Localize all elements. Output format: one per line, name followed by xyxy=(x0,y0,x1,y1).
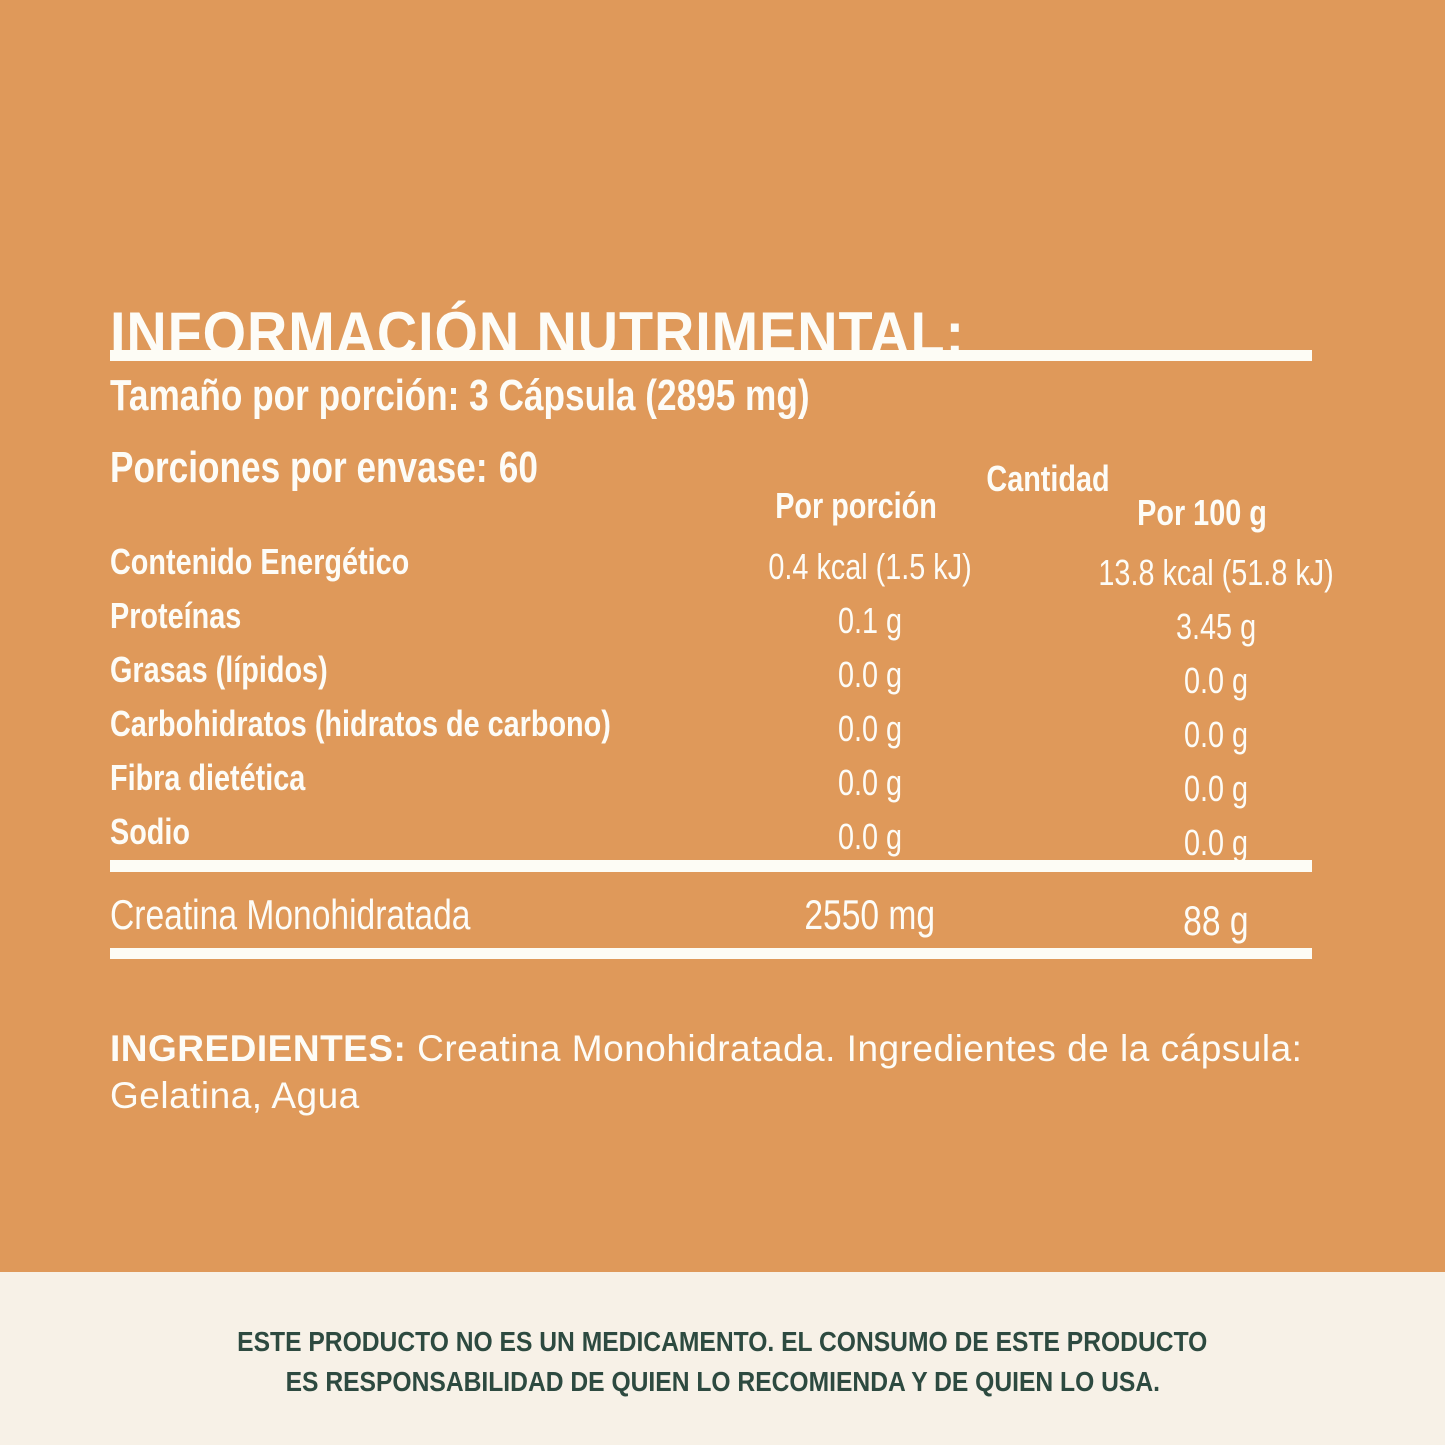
per-serving-value: 0.0 g xyxy=(837,816,903,857)
servings-per-container-label: Porciones por envase: xyxy=(110,443,488,492)
per-serving-value: 0.4 kcal (1.5 kJ) xyxy=(768,546,972,587)
nutrient-label: Sodio xyxy=(110,811,190,852)
nutrient-label: Fibra dietética xyxy=(110,757,306,798)
ingredients-label: INGREDIENTES: xyxy=(110,1028,407,1069)
per-serving-value: 0.1 g xyxy=(837,600,903,641)
disclaimer-line-2: ES RESPONSABILIDAD DE QUIEN LO RECOMIEND… xyxy=(285,1366,1160,1397)
supplement-row-creatina: Creatina Monohidratada 2550 mg 88 g xyxy=(110,890,1312,946)
per-100g-value: 13.8 kcal (51.8 kJ) xyxy=(1098,552,1334,593)
disclaimer: ESTE PRODUCTO NO ES UN MEDICAMENTO. EL C… xyxy=(0,1322,1445,1402)
per-serving-value: 0.0 g xyxy=(837,762,903,803)
nutrient-row-proteinas: Proteínas 0.1 g 3.45 g xyxy=(110,594,1312,648)
nutrient-table: Contenido Energético 0.4 kcal (1.5 kJ) 1… xyxy=(110,540,1334,864)
bottom-divider xyxy=(110,948,1312,959)
per-100g-value: 0.0 g xyxy=(1183,822,1249,863)
per-100g-value: 0.0 g xyxy=(1183,660,1249,701)
nutrition-panel: INFORMACIÓN NUTRIMENTAL: Tamaño por porc… xyxy=(0,0,1445,1272)
servings-per-container-line: Porciones por envase: 60 xyxy=(110,442,645,494)
per-100g-value: 3.45 g xyxy=(1175,606,1257,647)
nutrient-row-fibra: Fibra dietética 0.0 g 0.0 g xyxy=(110,756,1312,810)
nutrient-row-grasas: Grasas (lípidos) 0.0 g 0.0 g xyxy=(110,648,1312,702)
per-100g-value: 88 g xyxy=(1183,897,1249,944)
supplement-label: Creatina Monohidratada xyxy=(110,891,471,938)
per-serving-value: 2550 mg xyxy=(804,891,936,938)
per-serving-value: 0.0 g xyxy=(837,708,903,749)
nutrient-row-carbohidratos: Carbohidratos (hidratos de carbono) 0.0 … xyxy=(110,702,1312,756)
column-header-cantidad: Cantidad xyxy=(986,458,1110,499)
title-divider xyxy=(110,350,1312,361)
per-100g-value: 0.0 g xyxy=(1183,714,1249,755)
column-header-por-100g: Por 100 g xyxy=(1137,492,1267,533)
ingredients-section: INGREDIENTES: Creatina Monohidratada. In… xyxy=(110,1025,1360,1119)
per-100g-value: 0.0 g xyxy=(1183,768,1249,809)
column-header-por-porcion: Por porción xyxy=(775,485,937,526)
table-divider xyxy=(110,860,1312,872)
disclaimer-line-1: ESTE PRODUCTO NO ES UN MEDICAMENTO. EL C… xyxy=(237,1326,1208,1357)
ingredients-text: Creatina Monohidratada. Ingredientes de … xyxy=(110,1028,1303,1116)
nutrient-row-energia: Contenido Energético 0.4 kcal (1.5 kJ) 1… xyxy=(110,540,1334,594)
nutrient-label: Proteínas xyxy=(110,595,242,636)
nutrient-row-sodio: Sodio 0.0 g 0.0 g xyxy=(110,810,1312,864)
per-serving-value: 0.0 g xyxy=(837,654,903,695)
nutrient-label: Contenido Energético xyxy=(110,541,410,582)
serving-size-line: Tamaño por porción: 3 Cápsula (2895 mg) xyxy=(110,370,984,422)
serving-size-text: Tamaño por porción: 3 Cápsula (2895 mg) xyxy=(110,371,810,420)
servings-per-container-value: 60 xyxy=(498,443,538,492)
nutrient-label: Grasas (lípidos) xyxy=(110,649,328,690)
nutrient-label: Carbohidratos (hidratos de carbono) xyxy=(110,703,611,744)
